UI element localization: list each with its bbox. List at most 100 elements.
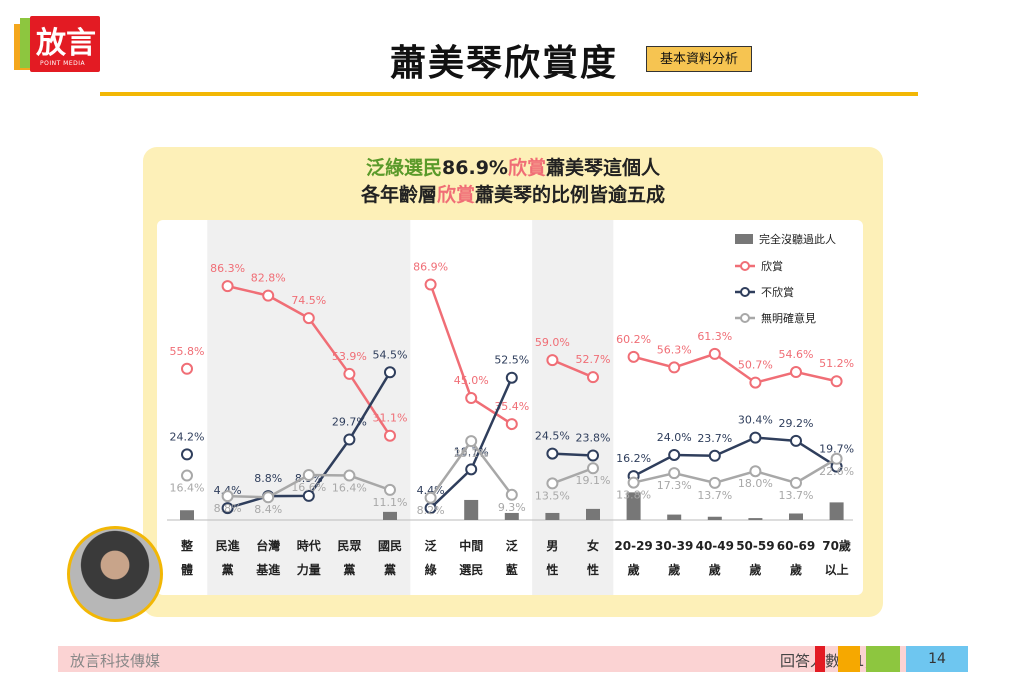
category-label-top: 女 — [587, 538, 599, 553]
category-label-bottom: 歲 — [668, 562, 680, 577]
point-appreciate — [221, 280, 234, 293]
headline-rest: 蕭美琴這個人 — [545, 157, 660, 179]
bar-never-heard — [586, 508, 600, 520]
data-label-no_opinion: 29.1% — [454, 447, 489, 460]
point-not_appreciate — [343, 433, 356, 446]
point-no_opinion — [465, 435, 478, 448]
category-label-top: 60-69 — [777, 539, 815, 553]
category-label-bottom: 以上 — [825, 562, 849, 577]
data-label-appreciate: 51.2% — [819, 357, 854, 370]
point-appreciate — [302, 312, 315, 325]
point-appreciate — [749, 376, 762, 389]
category-label-top: 男 — [546, 539, 558, 553]
data-label-appreciate: 52.7% — [576, 353, 611, 366]
point-appreciate — [181, 362, 193, 375]
point-not_appreciate — [546, 447, 559, 460]
data-label-no_opinion: 16.4% — [170, 482, 205, 495]
data-label-no_opinion: 11.1% — [373, 496, 408, 509]
data-label-appreciate: 50.7% — [738, 359, 773, 372]
point-not_appreciate — [749, 431, 762, 444]
point-no_opinion — [546, 477, 559, 490]
point-appreciate — [505, 418, 518, 431]
data-label-appreciate: 53.9% — [332, 350, 367, 363]
data-label-appreciate: 86.3% — [210, 262, 245, 275]
category-label-bottom: 力量 — [297, 562, 321, 577]
category-label-top: 30-39 — [655, 539, 693, 553]
legend-label-never-heard: 完全沒聽過此人 — [759, 232, 836, 246]
point-appreciate — [627, 350, 640, 363]
point-appreciate — [424, 278, 437, 291]
legend-label-not_appreciate: 不欣賞 — [761, 285, 794, 299]
category-label-top: 台灣 — [256, 538, 280, 553]
category-label-top: 民眾 — [337, 538, 361, 553]
point-appreciate — [830, 375, 843, 388]
headline-green-text: 泛綠選民 — [366, 157, 443, 179]
category-label-bottom: 黨 — [384, 562, 396, 577]
series-line-appreciate — [551, 358, 594, 379]
point-not_appreciate — [790, 434, 802, 447]
series-line-no_opinion — [551, 467, 594, 485]
data-label-not_appreciate: 23.7% — [697, 432, 732, 445]
point-not_appreciate — [465, 463, 478, 476]
logo-text: 放言 — [36, 26, 96, 61]
category-label-bottom: 黨 — [222, 562, 234, 577]
point-no_opinion — [627, 476, 640, 489]
point-not_appreciate — [181, 448, 193, 461]
footer-brand: 放言科技傳媒 — [70, 652, 161, 670]
bar-never-heard — [748, 518, 763, 520]
point-no_opinion — [749, 465, 762, 478]
data-label-not_appreciate: 30.4% — [738, 414, 773, 427]
point-not_appreciate — [302, 489, 315, 502]
data-label-no_opinion: 16.6% — [291, 481, 326, 494]
data-label-appreciate: 86.9% — [413, 261, 448, 274]
category-label-top: 40-49 — [696, 539, 734, 553]
footer-bar: 放言科技傳媒 回答人數：1,075 — [58, 646, 910, 672]
point-appreciate — [343, 367, 356, 380]
logo: 放言 POINT MEDIA — [14, 16, 100, 76]
category-label-bottom: 性 — [586, 562, 599, 577]
logo-subtext: POINT MEDIA — [40, 60, 86, 67]
headline-line-2: 各年齡層欣賞蕭美琴的比例皆逾五成 — [143, 182, 883, 209]
category-label-top: 20-29 — [614, 539, 652, 553]
category-label-bottom: 性 — [545, 562, 558, 577]
data-label-no_opinion: 8.2% — [417, 504, 445, 517]
headline-percent: 86.9% — [442, 157, 508, 179]
category-label-top: 整 — [180, 538, 193, 553]
series-line-appreciate — [633, 352, 837, 384]
data-label-no_opinion: 8.8% — [214, 502, 242, 515]
data-label-no_opinion: 22.6% — [819, 465, 854, 478]
data-label-appreciate: 31.1% — [373, 412, 408, 425]
category-label-bottom: 歲 — [790, 562, 802, 577]
legend-marker-no_opinion — [740, 313, 750, 323]
point-not_appreciate — [384, 366, 396, 379]
data-label-not_appreciate: 24.5% — [535, 430, 570, 443]
data-label-not_appreciate: 29.7% — [332, 416, 367, 429]
logo-box — [30, 16, 100, 72]
data-label-appreciate: 60.2% — [616, 333, 651, 346]
point-no_opinion — [790, 476, 802, 489]
data-label-appreciate: 54.6% — [779, 348, 814, 361]
data-label-no_opinion: 13.8% — [616, 489, 651, 502]
series-line-not_appreciate — [552, 452, 594, 457]
bar-never-heard — [829, 502, 844, 520]
point-not_appreciate — [221, 502, 234, 515]
category-label-bottom: 黨 — [343, 562, 355, 577]
category-label-top: 國民 — [378, 539, 402, 553]
data-label-not_appreciate: 52.5% — [494, 354, 529, 367]
data-label-not_appreciate: 24.0% — [657, 431, 692, 444]
headline-pink-text: 欣賞 — [507, 157, 546, 179]
title-tag: 基本資料分析 — [646, 46, 752, 72]
category-label-bottom: 選民 — [459, 563, 483, 577]
point-not_appreciate — [708, 449, 721, 462]
point-no_opinion — [587, 462, 599, 475]
data-label-no_opinion: 8.4% — [254, 503, 282, 516]
headline-line2-rest: 蕭美琴的比例皆逾五成 — [475, 184, 666, 206]
data-label-no_opinion: 13.7% — [697, 489, 732, 502]
point-no_opinion — [668, 467, 681, 480]
category-label-bottom: 綠 — [425, 562, 438, 577]
data-label-not_appreciate: 54.5% — [373, 348, 408, 361]
point-appreciate — [668, 361, 681, 374]
line-chart: 55.8% 86.3% 82.8% 74.5% 53.9% 31.1% 86.9% 45.0%… — [167, 220, 854, 595]
data-label-no_opinion: 9.3% — [498, 501, 526, 514]
portrait-photo — [67, 526, 163, 622]
